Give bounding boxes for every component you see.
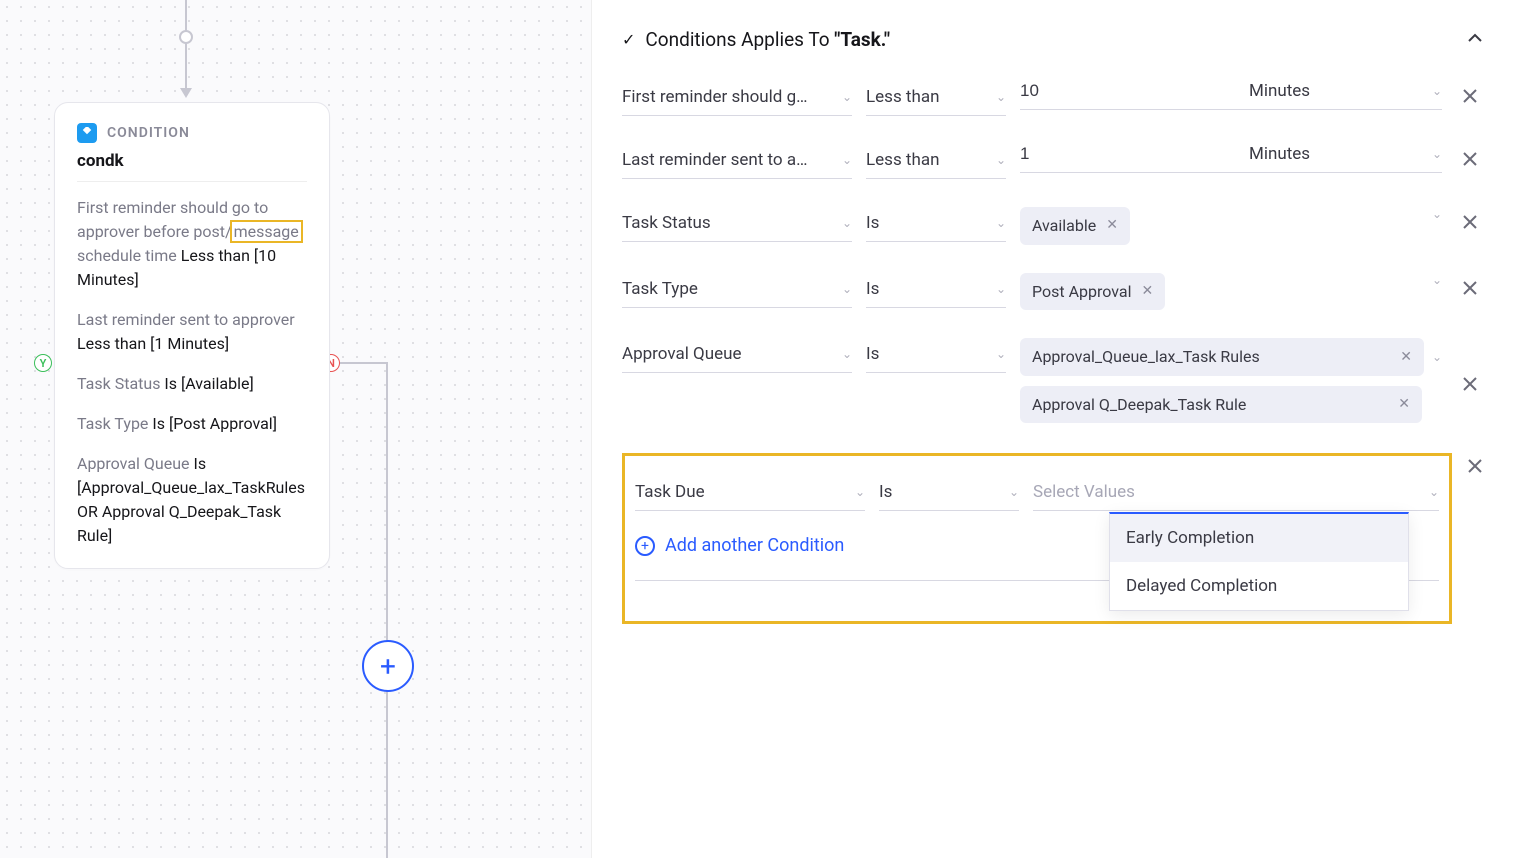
node-condition-line: Task Type Is [Post Approval] (77, 412, 307, 436)
chevron-down-icon: ⌄ (1009, 485, 1019, 499)
chevron-down-icon: ⌄ (996, 282, 1006, 296)
chevron-down-icon[interactable]: ⌄ (1432, 207, 1442, 221)
remove-condition-button[interactable] (1456, 144, 1484, 168)
close-icon (1461, 279, 1479, 297)
field-select[interactable]: Last reminder sent to a…⌄ (622, 144, 852, 179)
panel-title: Conditions Applies To "Task." (645, 28, 890, 51)
node-body: First reminder should go to approver bef… (77, 196, 307, 548)
field-select[interactable]: Task Type⌄ (622, 273, 852, 308)
close-icon (1461, 375, 1479, 393)
flow-node-dot (179, 30, 193, 44)
chevron-down-icon: ⌄ (996, 347, 1006, 361)
chevron-down-icon: ⌄ (842, 153, 852, 167)
unit-select[interactable]: Minutes⌄ (1249, 81, 1442, 101)
chevron-down-icon: ⌄ (1429, 485, 1439, 499)
node-condition-line: Task Status Is [Available] (77, 372, 307, 396)
workflow-canvas: Y N CONDITION condk First reminder shoul… (0, 0, 592, 858)
value-chip: Approval Q_Deepak_Task Rule✕ (1020, 386, 1422, 424)
operator-select[interactable]: Is⌄ (866, 207, 1006, 242)
field-select[interactable]: First reminder should g…⌄ (622, 81, 852, 116)
chevron-down-icon: ⌄ (1432, 84, 1442, 98)
condition-row: First reminder should g…⌄ Less than⌄ Min… (622, 81, 1484, 116)
node-type-label: CONDITION (107, 125, 190, 141)
chevron-down-icon: ⌄ (842, 90, 852, 104)
unit-select[interactable]: Minutes⌄ (1249, 144, 1442, 164)
add-node-button[interactable]: + (362, 640, 414, 692)
arrowhead-down-icon (180, 88, 192, 98)
operator-select[interactable]: Less than⌄ (866, 144, 1006, 179)
condition-row: Last reminder sent to a…⌄ Less than⌄ Min… (622, 144, 1484, 179)
dropdown-option[interactable]: Delayed Completion (1110, 562, 1408, 610)
node-condition-line: Last reminder sent to approver Less than… (77, 308, 307, 356)
panel-header: ✓ Conditions Applies To "Task." (622, 28, 1484, 51)
condition-row: Task Due⌄ Is⌄ Select Values⌄ (635, 476, 1439, 511)
condition-row: Task Type⌄ Is⌄ Post Approval✕ ⌄ (622, 273, 1484, 311)
yes-branch-badge: Y (34, 354, 52, 372)
chip-remove-icon[interactable]: ✕ (1398, 395, 1410, 414)
value-input[interactable] (1020, 144, 1241, 164)
chevron-down-icon: ⌄ (996, 153, 1006, 167)
field-select[interactable]: Task Due⌄ (635, 476, 865, 511)
chevron-up-icon (1466, 29, 1484, 47)
chevron-down-icon: ⌄ (996, 90, 1006, 104)
chevron-down-icon: ⌄ (842, 216, 852, 230)
remove-condition-button[interactable] (1456, 273, 1484, 297)
value-chip: Post Approval✕ (1020, 273, 1165, 311)
plus-circle-icon: + (635, 536, 655, 556)
operator-select[interactable]: Is⌄ (866, 338, 1006, 373)
condition-row: Task Status⌄ Is⌄ Available✕ ⌄ (622, 207, 1484, 245)
close-icon (1461, 213, 1479, 231)
chevron-down-icon: ⌄ (996, 216, 1006, 230)
value-select[interactable]: Select Values⌄ (1033, 476, 1439, 511)
chevron-down-icon: ⌄ (855, 485, 865, 499)
collapse-button[interactable] (1466, 29, 1484, 51)
new-condition-highlight: Task Due⌄ Is⌄ Select Values⌄ + Add anoth… (622, 453, 1452, 624)
operator-select[interactable]: Is⌄ (879, 476, 1019, 511)
value-input[interactable] (1020, 81, 1241, 101)
dropdown-option[interactable]: Early Completion (1110, 514, 1408, 562)
condition-node[interactable]: CONDITION condk First reminder should go… (54, 102, 330, 569)
value-chip: Approval_Queue_lax_Task Rules✕ (1020, 338, 1424, 376)
node-title: condk (77, 151, 307, 182)
condition-icon (77, 123, 97, 143)
operator-select[interactable]: Less than⌄ (866, 81, 1006, 116)
field-select[interactable]: Task Status⌄ (622, 207, 852, 242)
chip-remove-icon[interactable]: ✕ (1400, 348, 1412, 367)
node-condition-line: First reminder should go to approver bef… (77, 196, 307, 292)
conditions-panel: ✓ Conditions Applies To "Task." First re… (592, 0, 1524, 858)
close-icon (1461, 150, 1479, 168)
flow-connector (386, 362, 388, 858)
chip-remove-icon[interactable]: ✕ (1141, 282, 1153, 301)
chevron-down-icon: ⌄ (842, 282, 852, 296)
check-icon: ✓ (622, 30, 635, 49)
flow-connector (185, 0, 187, 95)
operator-select[interactable]: Is⌄ (866, 273, 1006, 308)
chevron-down-icon: ⌄ (842, 347, 852, 361)
flow-connector (340, 362, 388, 364)
remove-condition-button[interactable] (1456, 369, 1484, 393)
close-icon (1466, 457, 1484, 475)
node-condition-line: Approval Queue Is [Approval_Queue_lax_Ta… (77, 452, 307, 548)
field-select[interactable]: Approval Queue⌄ (622, 338, 852, 373)
remove-condition-button[interactable] (1456, 81, 1484, 105)
condition-rows: First reminder should g…⌄ Less than⌄ Min… (622, 81, 1484, 423)
remove-condition-button[interactable] (1456, 207, 1484, 231)
value-chip: Available✕ (1020, 207, 1130, 245)
remove-condition-button[interactable] (1466, 423, 1484, 475)
chevron-down-icon[interactable]: ⌄ (1432, 350, 1442, 364)
node-header: CONDITION (77, 123, 307, 143)
condition-row: Approval Queue⌄ Is⌄ Approval_Queue_lax_T… (622, 338, 1484, 423)
close-icon (1461, 87, 1479, 105)
chip-remove-icon[interactable]: ✕ (1106, 216, 1118, 235)
chevron-down-icon: ⌄ (1432, 147, 1442, 161)
value-dropdown: Early Completion Delayed Completion (1109, 512, 1409, 611)
chevron-down-icon[interactable]: ⌄ (1432, 273, 1442, 287)
